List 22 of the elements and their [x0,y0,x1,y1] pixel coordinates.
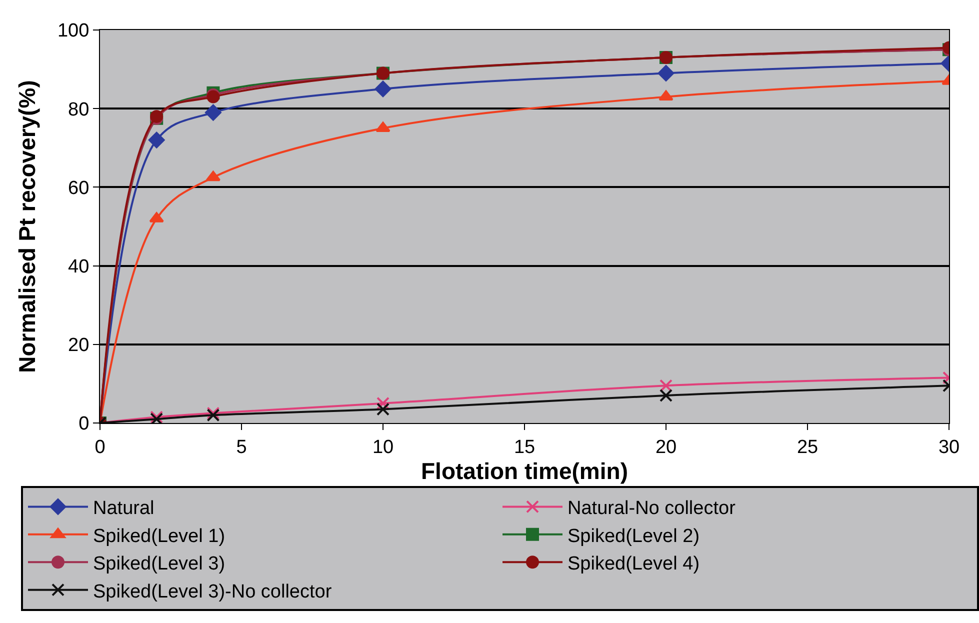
x-axis-title: Flotation time(min) [421,458,628,484]
y-tick-label: 40 [68,256,90,278]
y-tick-label: 0 [78,414,90,435]
legend-label: Spiked(Level 1) [93,526,226,547]
x-tick-label: 30 [938,436,960,458]
x-tick-label: 10 [372,436,394,458]
legend-label: Spiked(Level 3)-No collector [93,581,332,602]
legend-label: Spiked(Level 4) [568,554,700,575]
legend-label: Natural [93,498,154,520]
y-tick-label: 20 [68,335,90,356]
x-tick-label: 0 [94,436,106,458]
legend-label: Spiked(Level 3) [93,554,226,575]
legend-label: Natural-No collector [568,498,736,520]
x-tick-label: 15 [514,436,536,458]
y-tick-label: 80 [68,99,90,120]
legend-label: Spiked(Level 2) [568,526,700,547]
y-tick-label: 100 [57,20,90,42]
y-tick-label: 60 [68,178,90,199]
y-axis-title: Normalised Pt recovery(%) [14,80,40,373]
x-tick-label: 20 [655,436,677,458]
x-tick-label: 5 [236,436,247,458]
x-tick-label: 25 [796,436,818,458]
